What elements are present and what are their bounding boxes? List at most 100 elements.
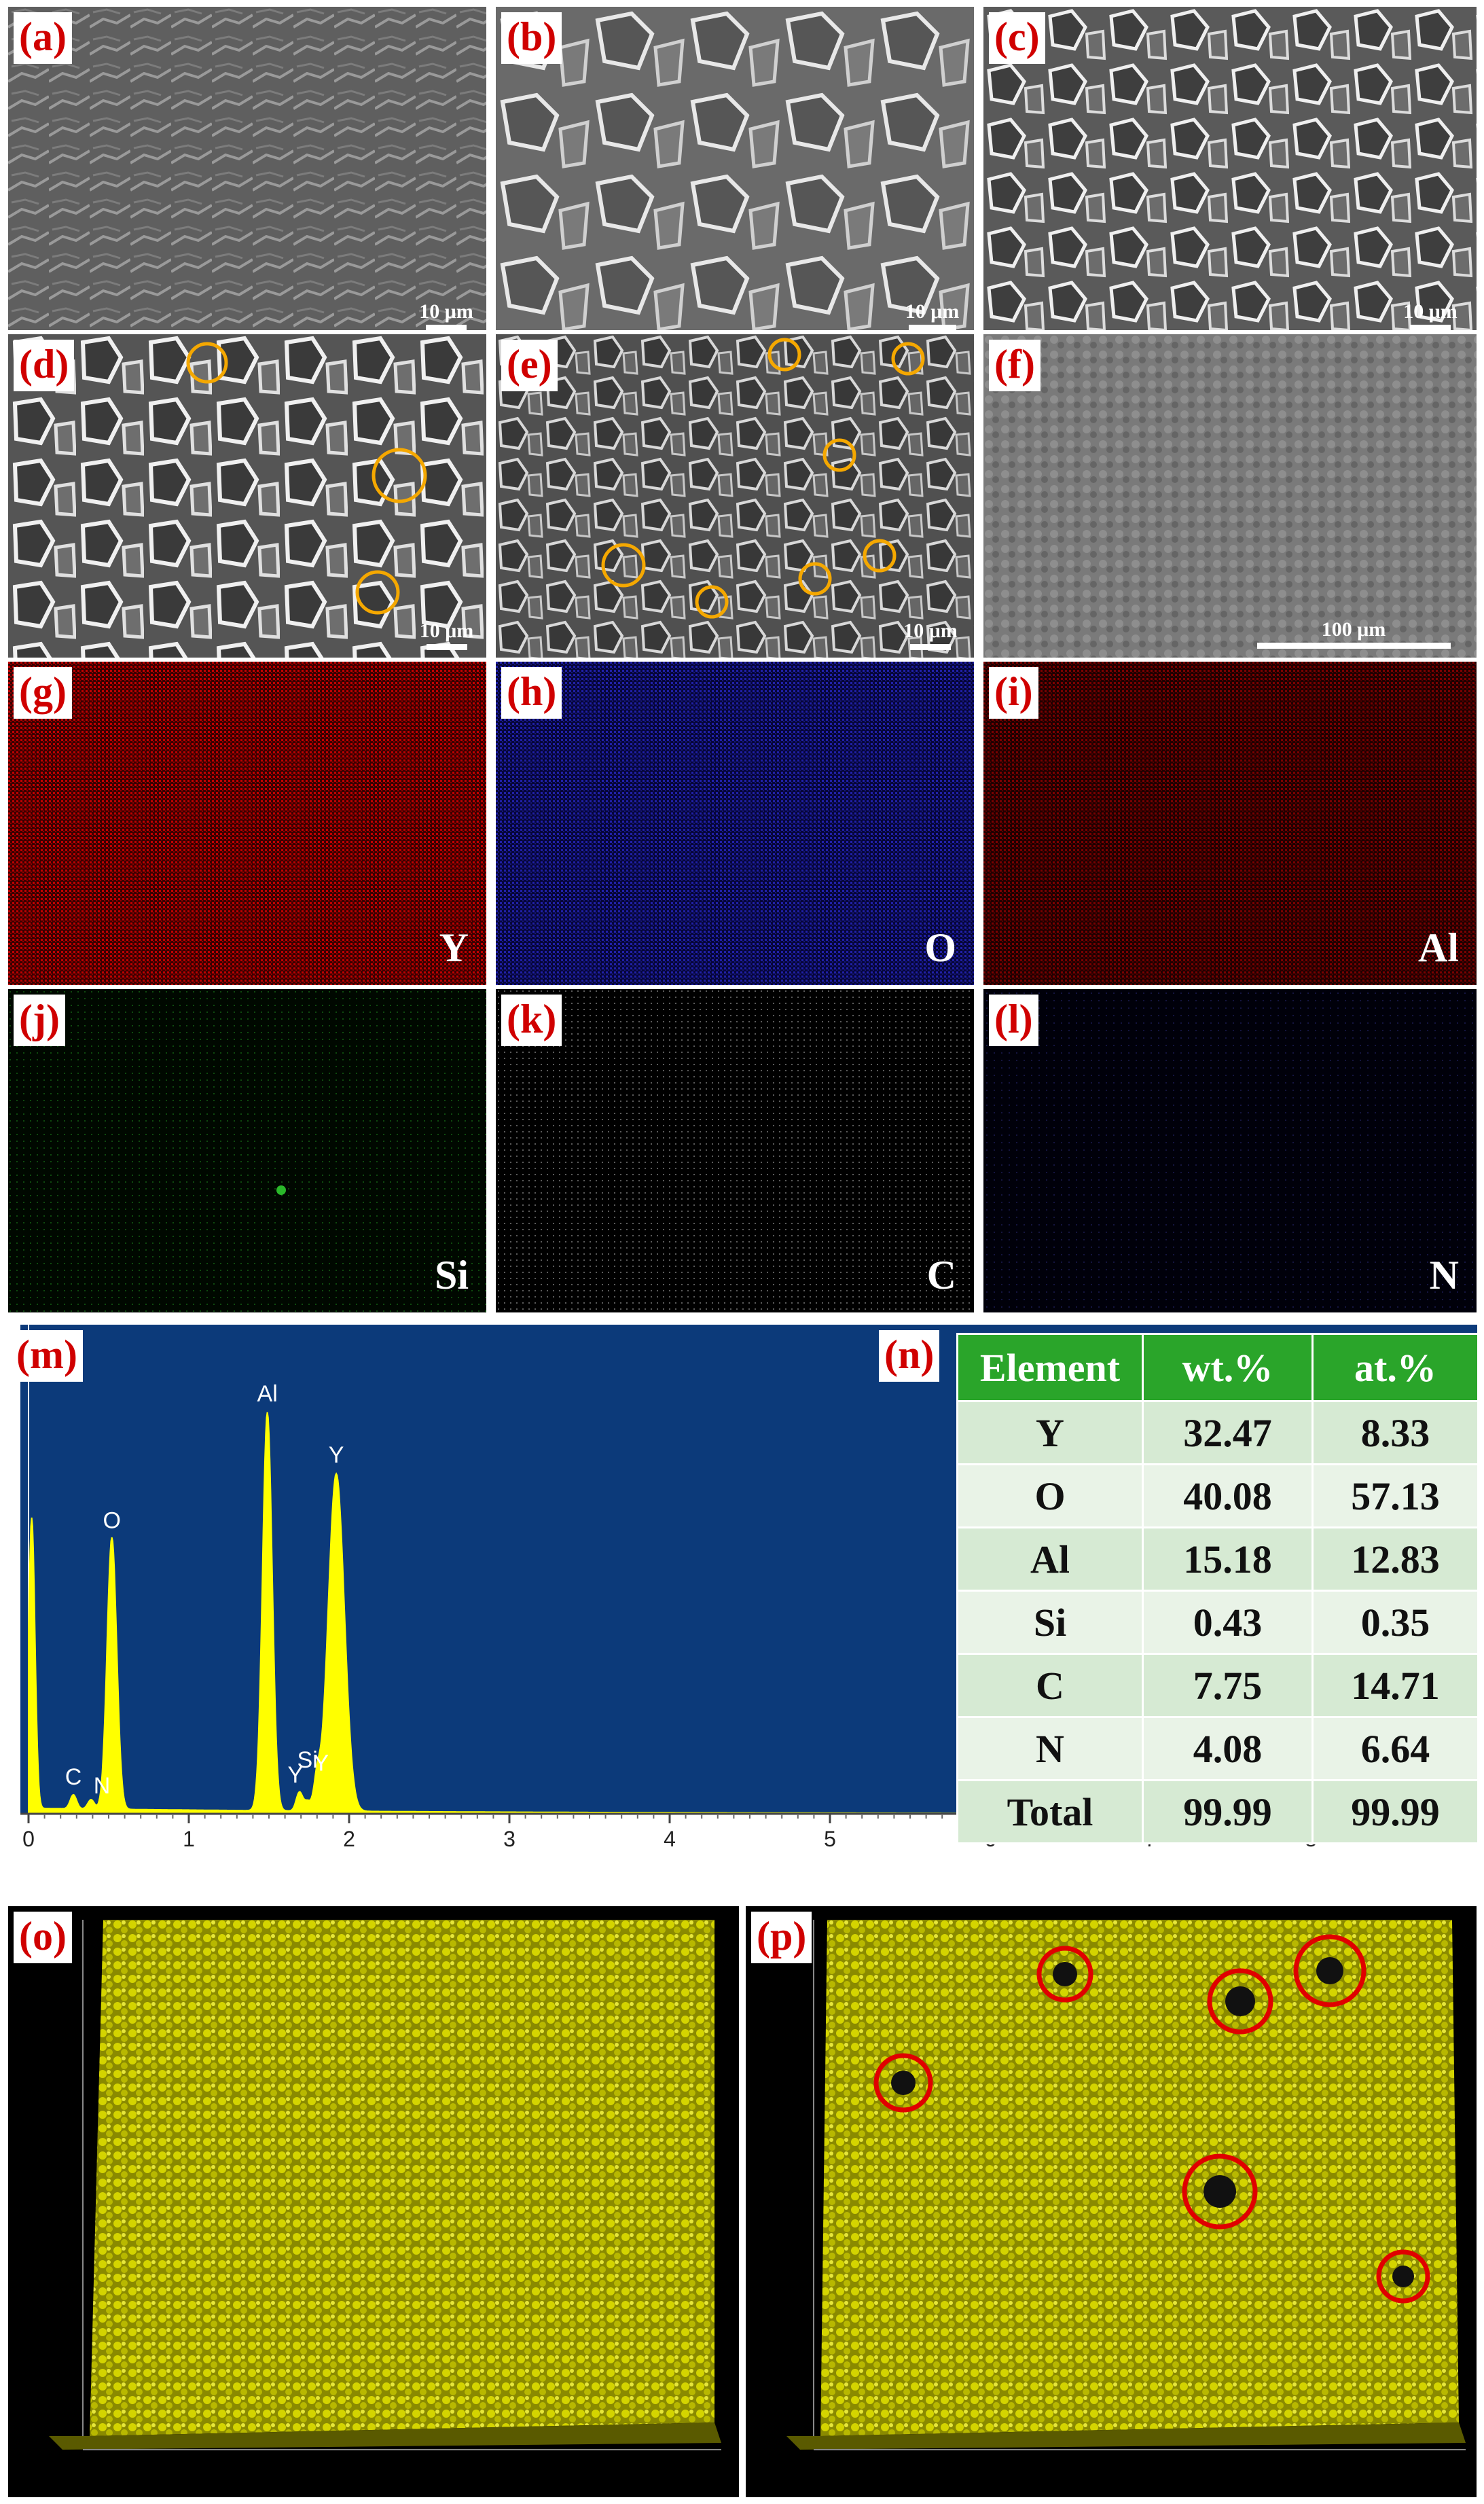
peak-label: Y <box>313 1750 329 1776</box>
pore-circle <box>355 570 400 615</box>
x-tick-label: 3 <box>503 1827 515 1851</box>
table-row: N 4.08 6.64 <box>956 1716 1480 1781</box>
panel-label-h: (h) <box>501 667 562 719</box>
table-cell: Total <box>956 1779 1144 1844</box>
pore-circle <box>822 438 856 472</box>
element-label-al: Al <box>1418 925 1459 970</box>
pore-circle <box>1207 1968 1273 2035</box>
table-cell: 32.47 <box>1142 1400 1314 1465</box>
table-cell: 0.43 <box>1142 1590 1314 1655</box>
x-tick-label: 4 <box>664 1827 676 1851</box>
eds-map-si: (j) Si <box>8 989 486 1312</box>
table-cell: 57.13 <box>1311 1463 1480 1528</box>
table-cell: 12.83 <box>1311 1526 1480 1592</box>
sem-panel-c: (c) 10 μm <box>983 7 1477 330</box>
element-label-n: N <box>1429 1253 1459 1298</box>
scale-bar-d: 10 μm <box>414 620 479 650</box>
pore-circle <box>1293 1934 1367 2007</box>
surface-3d-o <box>49 1920 721 2450</box>
table-cell: C <box>956 1653 1144 1718</box>
peak-label: Al <box>257 1381 278 1407</box>
pore-circle <box>695 585 729 619</box>
table-header-element: Element <box>956 1333 1144 1402</box>
panel-label-e: (e) <box>501 340 558 391</box>
panel-label-o: (o) <box>14 1912 72 1963</box>
peak-label: O <box>103 1508 120 1534</box>
element-label-y: Y <box>439 925 469 970</box>
table-cell: 99.99 <box>1142 1779 1314 1844</box>
panel-label-l: (l) <box>989 995 1038 1046</box>
panel-label-n: (n) <box>879 1330 940 1382</box>
eds-map-c: (k) C <box>496 989 974 1312</box>
table-header-wt: wt.% <box>1142 1333 1314 1402</box>
eds-map-c-image <box>496 989 974 1312</box>
element-label-c: C <box>926 1253 956 1298</box>
eds-map-n: (l) N <box>983 989 1477 1312</box>
table-row: Al 15.18 12.83 <box>956 1526 1480 1592</box>
panel-label-d: (d) <box>14 340 75 391</box>
table-header-row: Element wt.% at.% <box>956 1333 1480 1402</box>
pore-circle <box>1376 2249 1430 2304</box>
pore-circle <box>1182 2153 1258 2230</box>
sem-panel-e: (e) 10 μm <box>496 334 974 658</box>
element-label-si: Si <box>434 1253 469 1298</box>
sem-panel-d: (d) 10 μm <box>8 334 486 658</box>
table-cell: 4.08 <box>1142 1716 1314 1781</box>
panel-label-k: (k) <box>501 995 562 1046</box>
eds-map-y: (g) Y <box>8 662 486 985</box>
panel-label-g: (g) <box>14 667 72 719</box>
panel-label-b: (b) <box>501 12 562 64</box>
table-cell: Si <box>956 1590 1144 1655</box>
eds-map-si-image <box>8 989 486 1312</box>
pore-circle <box>891 342 925 376</box>
pore-circle <box>873 2053 933 2113</box>
surface-3d-panel-o: (o) <box>8 1906 739 2497</box>
sem-image-a <box>8 7 486 330</box>
eds-composition-table: Element wt.% at.% Y 32.47 8.33 O 40.08 57.13… <box>956 1333 1480 1844</box>
panel-label-a: (a) <box>14 12 72 64</box>
table-row: O 40.08 57.13 <box>956 1463 1480 1528</box>
x-tick-label: 5 <box>824 1827 836 1851</box>
pore-circle <box>863 539 897 573</box>
table-cell: 8.33 <box>1311 1400 1480 1465</box>
peak-label: C <box>65 1764 82 1790</box>
pore-circle <box>186 342 228 384</box>
table-cell: 6.64 <box>1311 1716 1480 1781</box>
table-row: Y 32.47 8.33 <box>956 1400 1480 1465</box>
table-cell: Al <box>956 1526 1144 1592</box>
surface-3d-p <box>786 1920 1466 2450</box>
sem-image-e <box>496 334 974 658</box>
table-cell: 7.75 <box>1142 1653 1314 1718</box>
x-tick-label: 2 <box>343 1827 355 1851</box>
pore-circle <box>372 448 427 503</box>
table-row: Si 0.43 0.35 <box>956 1590 1480 1655</box>
table-cell: 0.35 <box>1311 1590 1480 1655</box>
surface-3d-panel-p: (p) <box>746 1906 1477 2497</box>
pore-circle <box>1036 1946 1093 2003</box>
scale-bar-a: 10 μm <box>416 300 477 330</box>
scale-bar-b: 10 μm <box>900 300 964 330</box>
x-tick-label: 0 <box>22 1827 35 1851</box>
sem-panel-b: (b) 10 μm <box>496 7 974 330</box>
scale-bar-e: 10 μm <box>897 620 964 650</box>
peak-label: Y <box>287 1762 303 1788</box>
table-cell: 15.18 <box>1142 1526 1314 1592</box>
sem-image-b <box>496 7 974 330</box>
peak-label: N <box>94 1773 111 1799</box>
panel-label-m: (m) <box>11 1330 83 1382</box>
panel-label-i: (i) <box>989 667 1038 719</box>
panel-label-p: (p) <box>751 1912 812 1963</box>
eds-map-y-image <box>8 662 486 985</box>
sem-panel-a: (a) 10 μm <box>8 7 486 330</box>
sem-image-c <box>983 7 1477 330</box>
eds-map-n-image <box>983 989 1477 1312</box>
scale-bar-c: 10 μm <box>1396 300 1464 330</box>
sem-panel-f: (f) 100 μm <box>983 334 1477 658</box>
table-row: C 7.75 14.71 <box>956 1653 1480 1718</box>
table-header-at: at.% <box>1311 1333 1480 1402</box>
pore-circle <box>767 338 801 372</box>
eds-map-o: (h) O <box>496 662 974 985</box>
peak-label: Y <box>329 1442 344 1468</box>
table-cell: 99.99 <box>1311 1779 1480 1844</box>
eds-map-o-image <box>496 662 974 985</box>
